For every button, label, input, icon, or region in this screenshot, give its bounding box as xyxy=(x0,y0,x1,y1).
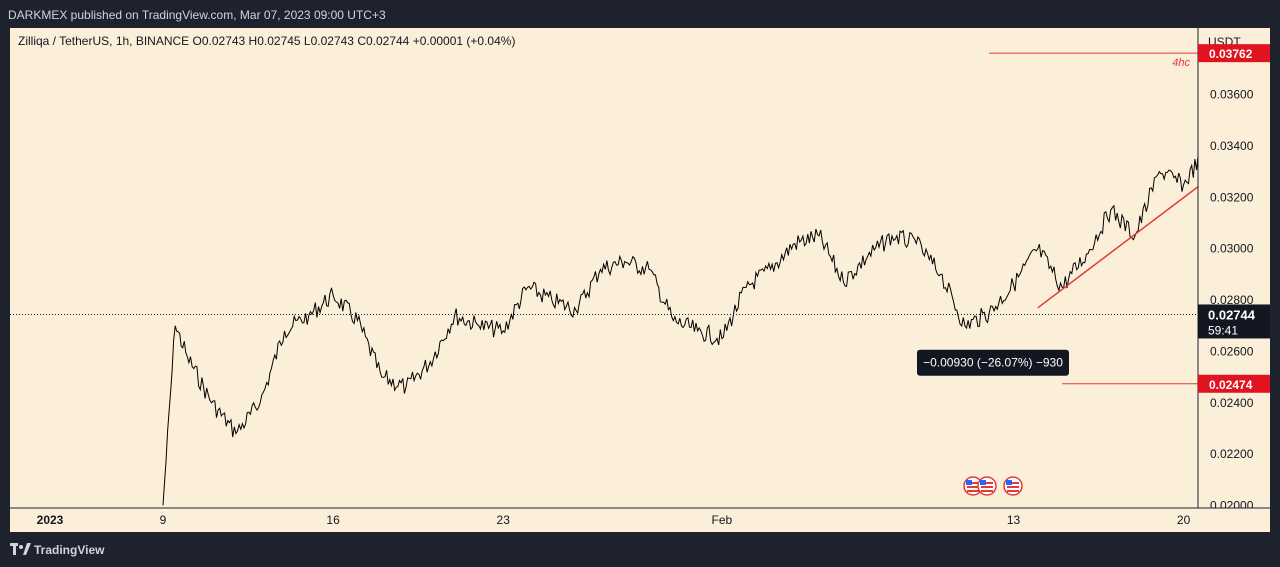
measure-label: −0.00930 (−26.07%) −930 xyxy=(923,356,1063,370)
chart-frame[interactable]: 4hc −0.00930 (−26.07%) −930 USDT 0.03600 0… xyxy=(10,28,1270,532)
x-tick-label: 9 xyxy=(160,513,167,527)
us-flag-icon[interactable] xyxy=(1003,476,1023,496)
level-tag-label: 4hc xyxy=(1172,57,1190,69)
x-tick-label: Feb xyxy=(712,513,733,527)
x-tick-label: 23 xyxy=(497,513,511,527)
x-tick-label: 2023 xyxy=(37,513,64,527)
y-tick-label: 0.03400 xyxy=(1210,139,1254,153)
trendline[interactable] xyxy=(1037,69,1270,309)
last-price-label: 0.02744 xyxy=(1208,307,1256,322)
footer-bar: TradingView xyxy=(0,532,1280,567)
publisher-bar: DARKMEX published on TradingView.com, Ma… xyxy=(0,0,1280,28)
x-tick-label: 13 xyxy=(1007,513,1021,527)
price-chart[interactable]: 4hc−0.00930 (−26.07%) −930 USDT 0.036000… xyxy=(10,28,1270,532)
level-price-badge xyxy=(1198,374,1270,393)
level-price-label: 0.03762 xyxy=(1209,47,1253,61)
x-axis: 202391623Feb1320Mar1320 xyxy=(37,513,1191,527)
us-flag-icon[interactable] xyxy=(977,476,997,496)
x-tick-label: 20 xyxy=(1177,513,1191,527)
y-tick-label: 0.03000 xyxy=(1210,242,1254,256)
y-tick-label: 0.02200 xyxy=(1210,447,1254,461)
y-tick-label: 0.03600 xyxy=(1210,88,1254,102)
price-series-line[interactable] xyxy=(162,95,1270,506)
measure-label-box xyxy=(917,349,1069,376)
y-tick-label: 0.02800 xyxy=(1210,293,1254,307)
plot-layer xyxy=(162,95,1270,506)
tradingview-logo-icon[interactable] xyxy=(10,543,32,555)
level-price-badge xyxy=(1198,44,1270,63)
price-scale[interactable] xyxy=(1198,28,1270,508)
economic-events xyxy=(963,476,1023,496)
y-tick-label: 0.02400 xyxy=(1210,396,1254,410)
drawings-layer: 4hc −0.00930 (−26.07%) −930 xyxy=(10,52,1270,385)
y-tick-label: 0.03200 xyxy=(1210,190,1254,204)
x-tick-label: 16 xyxy=(326,513,340,527)
symbol-legend: Zilliqa / TetherUS, 1h, BINANCE O0.02743… xyxy=(18,34,515,48)
time-scale[interactable] xyxy=(10,508,1270,532)
countdown-label: 59:41 xyxy=(1208,323,1238,337)
y-tick-label: 0.02600 xyxy=(1210,344,1254,358)
level-price-label: 0.02474 xyxy=(1209,378,1253,392)
publisher-text: DARKMEX published on TradingView.com, Ma… xyxy=(8,8,386,22)
tradingview-brand[interactable]: TradingView xyxy=(34,543,105,557)
y-axis: 0.03600 0.03400 0.03200 0.03000 0.02800 0.026… xyxy=(1210,88,1254,513)
last-price-badge xyxy=(1198,304,1270,339)
